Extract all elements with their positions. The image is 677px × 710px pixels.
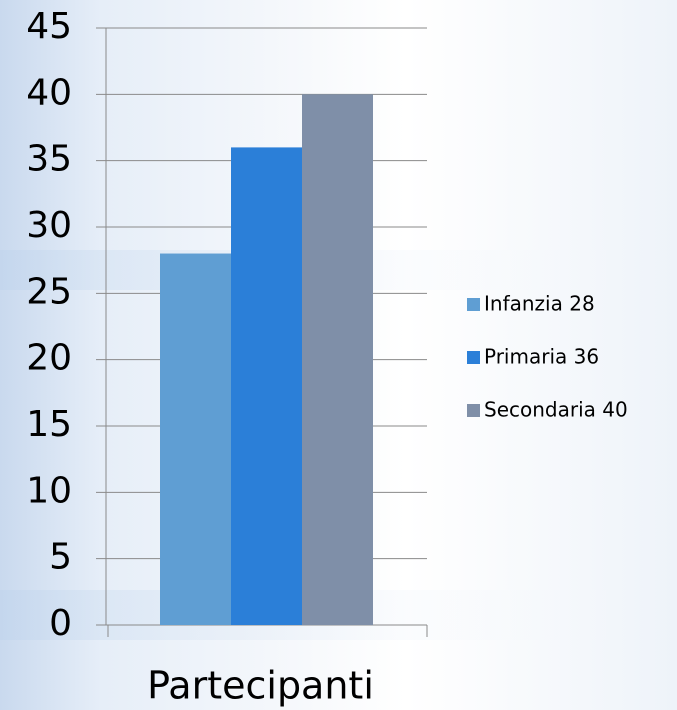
- bar: [302, 94, 373, 626]
- legend-swatch: [467, 404, 480, 417]
- y-tick-label: 45: [26, 6, 72, 47]
- legend-label: Secondaria 40: [484, 398, 628, 422]
- bar: [231, 147, 302, 625]
- legend-label: Primaria 36: [484, 345, 599, 369]
- y-tick-label: 40: [26, 72, 72, 113]
- legend-label: Infanzia 28: [484, 292, 595, 316]
- y-tick-label: 30: [26, 205, 72, 246]
- legend-swatch: [467, 351, 480, 364]
- y-tick-label: 0: [49, 603, 72, 644]
- y-tick-label: 5: [49, 537, 72, 578]
- y-tick-label: 35: [26, 139, 72, 180]
- x-tick-label: Partecipanti: [147, 664, 374, 708]
- y-tick-label: 15: [26, 404, 72, 445]
- y-tick-label: 10: [26, 470, 72, 511]
- legend-swatch: [467, 298, 480, 311]
- y-tick-label: 25: [26, 271, 72, 312]
- y-tick-label: 20: [26, 338, 72, 379]
- bar: [160, 253, 231, 626]
